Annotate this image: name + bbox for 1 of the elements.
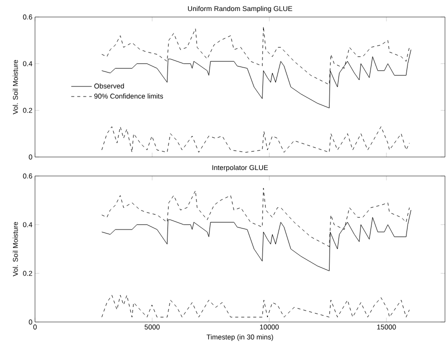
line-series: [102, 126, 410, 153]
